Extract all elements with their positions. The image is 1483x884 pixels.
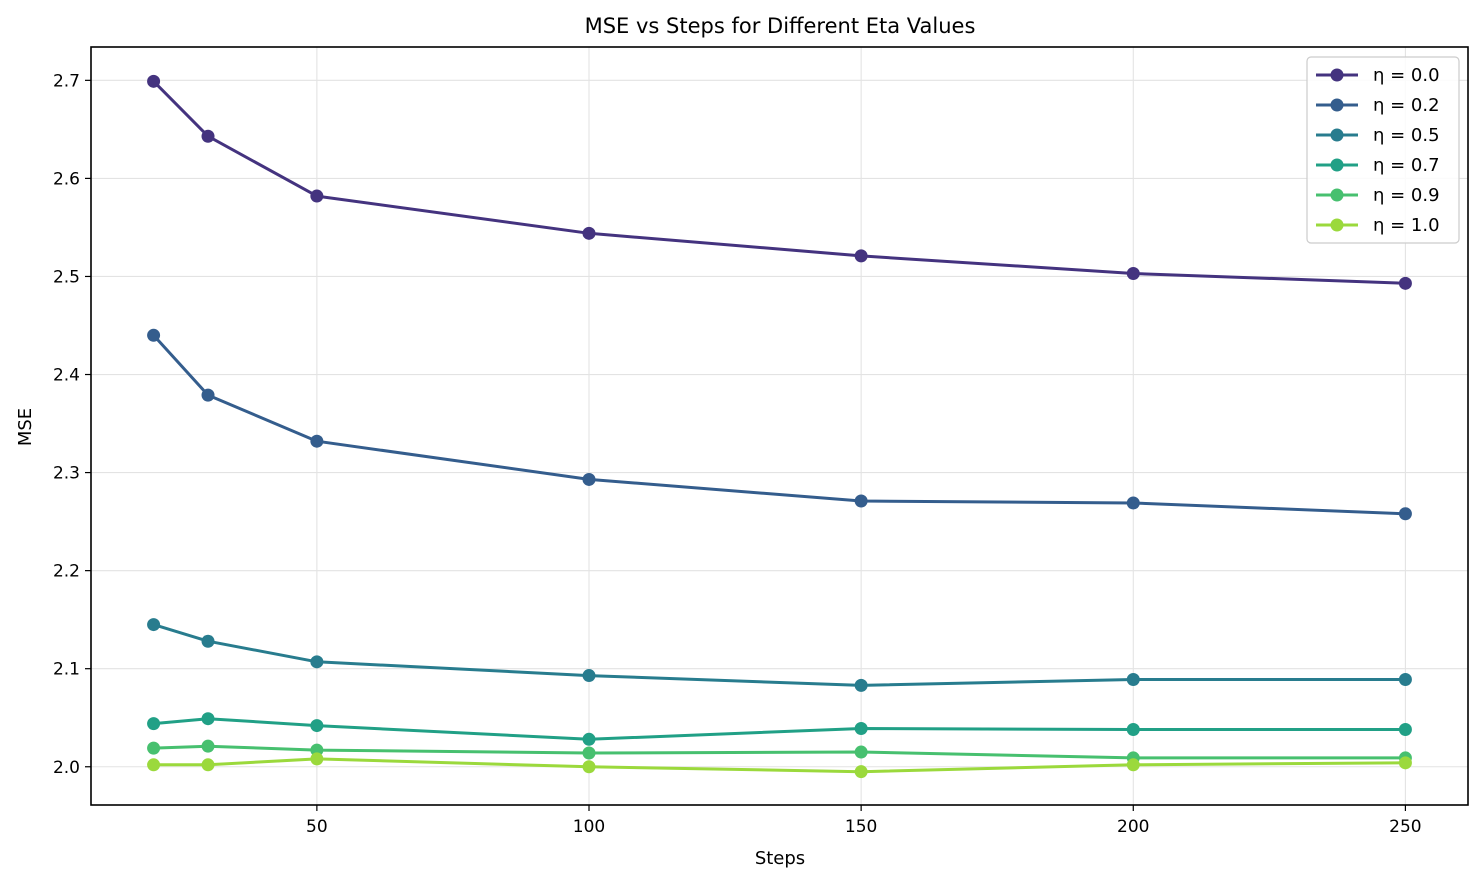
data-point (854, 745, 868, 759)
x-axis-label: Steps (755, 848, 805, 869)
x-tick-label: 250 (1389, 817, 1421, 837)
data-point (854, 765, 868, 779)
data-point (1126, 758, 1140, 772)
legend-label: η = 0.9 (1373, 185, 1440, 206)
series-line (152, 757, 1407, 774)
data-point (201, 129, 215, 143)
data-point (1126, 496, 1140, 510)
series-group (147, 74, 1412, 779)
x-tick-label: 50 (306, 817, 328, 837)
series-line (152, 79, 1407, 285)
series-line (152, 333, 1407, 516)
data-point (1398, 756, 1412, 770)
data-point (310, 752, 324, 766)
data-point (310, 719, 324, 733)
y-tick-label: 2.1 (53, 660, 80, 680)
data-point (1398, 276, 1412, 290)
y-tick-label: 2.2 (53, 562, 80, 582)
series-line (152, 623, 1407, 687)
data-point (1126, 672, 1140, 686)
legend-swatch-marker (1330, 128, 1344, 142)
y-axis-ticks: 2.0 2.1 2.2 2.3 2.4 2.5 2.6 2.7 (53, 71, 91, 778)
y-tick-label: 2.3 (53, 464, 80, 484)
data-point (854, 249, 868, 263)
data-point (147, 328, 161, 342)
legend-swatch-marker (1330, 158, 1344, 172)
data-point (201, 712, 215, 726)
data-point (147, 717, 161, 731)
y-tick-label: 2.5 (53, 267, 80, 287)
x-tick-label: 200 (1117, 817, 1149, 837)
data-point (310, 189, 324, 203)
data-point (854, 722, 868, 736)
x-axis-ticks: 50 100 150 200 250 (306, 805, 1422, 837)
legend-label: η = 0.7 (1373, 155, 1440, 176)
y-tick-label: 2.0 (53, 758, 80, 778)
data-point (1126, 722, 1140, 736)
y-tick-label: 2.7 (53, 71, 80, 91)
x-tick-label: 100 (573, 817, 605, 837)
y-tick-label: 2.4 (53, 366, 80, 386)
data-point (582, 472, 596, 486)
data-point (854, 494, 868, 508)
data-point (310, 434, 324, 448)
data-point (582, 732, 596, 746)
data-point (201, 739, 215, 753)
legend: η = 0.0 η = 0.2 η = 0.5 η = 0.7 η = 0.9 η = 1… (1306, 56, 1460, 244)
data-point (147, 618, 161, 632)
data-point (1398, 507, 1412, 521)
data-point (1126, 267, 1140, 281)
legend-label: η = 0.0 (1373, 65, 1440, 86)
legend-swatch-marker (1330, 68, 1344, 82)
data-point (147, 741, 161, 755)
data-point (582, 226, 596, 240)
data-point (201, 634, 215, 648)
data-point (147, 74, 161, 88)
data-point (201, 388, 215, 402)
legend-label: η = 1.0 (1373, 215, 1440, 236)
data-point (201, 758, 215, 772)
x-tick-label: 150 (845, 817, 877, 837)
data-point (582, 760, 596, 774)
plot-frame (90, 46, 1469, 806)
data-point (582, 669, 596, 683)
legend-swatch-marker (1330, 98, 1344, 112)
chart-title: MSE vs Steps for Different Eta Values (585, 14, 976, 38)
data-point (1398, 722, 1412, 736)
series-line (152, 717, 1407, 741)
legend-label: η = 0.2 (1373, 95, 1440, 116)
legend-label: η = 0.5 (1373, 125, 1440, 146)
data-point (310, 655, 324, 669)
series-line (152, 744, 1407, 760)
data-point (147, 758, 161, 772)
grid (91, 47, 1468, 805)
data-point (854, 678, 868, 692)
data-point (582, 746, 596, 760)
legend-swatch-marker (1330, 188, 1344, 202)
data-point (1398, 672, 1412, 686)
y-axis-label: MSE (15, 408, 36, 446)
y-tick-label: 2.6 (53, 169, 80, 189)
legend-swatch-marker (1330, 218, 1344, 232)
